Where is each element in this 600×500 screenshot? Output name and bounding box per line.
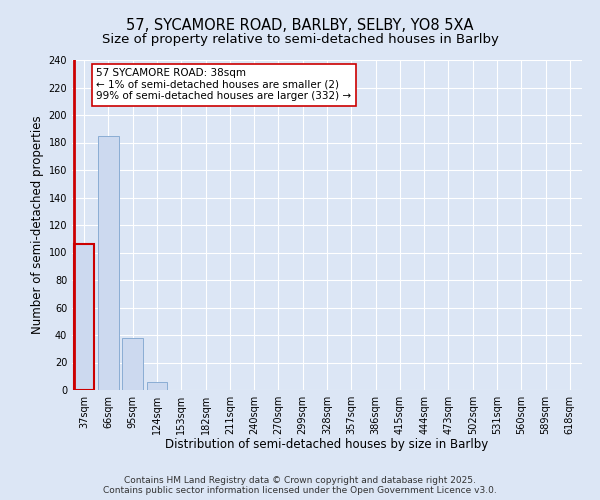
Bar xyxy=(74,244,94,390)
Text: 57, SYCAMORE ROAD, BARLBY, SELBY, YO8 5XA: 57, SYCAMORE ROAD, BARLBY, SELBY, YO8 5X… xyxy=(126,18,474,32)
Bar xyxy=(146,382,167,390)
Bar xyxy=(98,136,119,390)
Text: 57 SYCAMORE ROAD: 38sqm
← 1% of semi-detached houses are smaller (2)
99% of semi: 57 SYCAMORE ROAD: 38sqm ← 1% of semi-det… xyxy=(96,68,352,102)
Y-axis label: Number of semi-detached properties: Number of semi-detached properties xyxy=(31,116,44,334)
Text: Contains HM Land Registry data © Crown copyright and database right 2025.
Contai: Contains HM Land Registry data © Crown c… xyxy=(103,476,497,495)
Text: Size of property relative to semi-detached houses in Barlby: Size of property relative to semi-detach… xyxy=(101,32,499,46)
X-axis label: Distribution of semi-detached houses by size in Barlby: Distribution of semi-detached houses by … xyxy=(166,438,488,452)
Bar xyxy=(122,338,143,390)
